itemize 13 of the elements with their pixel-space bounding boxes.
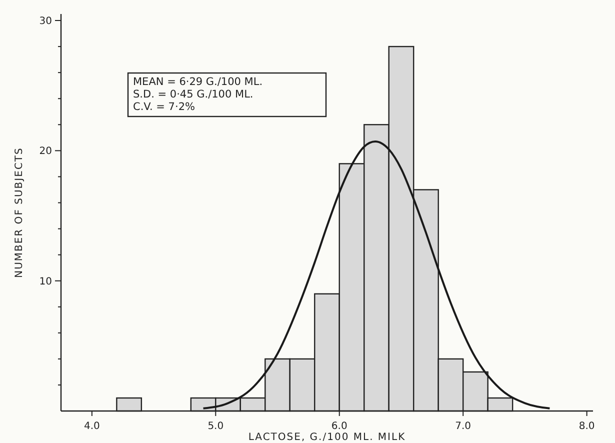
y-axis-title: NUMBER OF SUBJECTS (14, 147, 25, 278)
x-tick-label: 7.0 (455, 421, 472, 432)
y-tick-label: 30 (39, 16, 52, 28)
x-tick-label: 5.0 (208, 421, 224, 432)
y-tick-label: 20 (39, 146, 52, 158)
x-axis-title: LACTOSE, G./100 ML. MILK (248, 432, 406, 443)
x-tick-label: 6.0 (331, 421, 348, 432)
x-tick-label: 8.0 (578, 421, 595, 432)
annotation: MEAN = 6·29 G./100 ML. (133, 76, 263, 88)
y-tick-label: 10 (39, 276, 52, 288)
annotation: C.V. = 7·2% (133, 101, 196, 113)
x-tick-label: 4.0 (84, 421, 100, 432)
annotation: S.D. = 0·45 G./100 ML. (133, 88, 254, 100)
